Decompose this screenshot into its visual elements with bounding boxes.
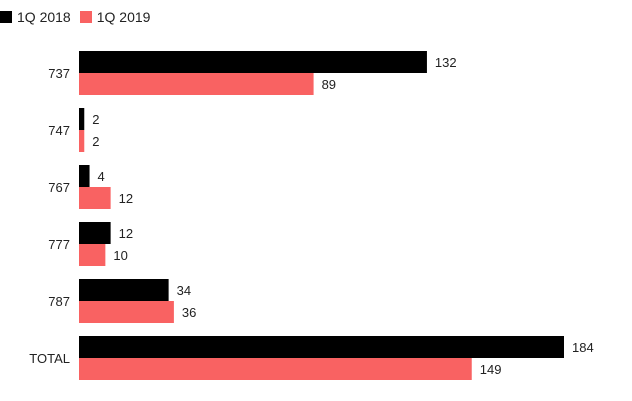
bar-total-1q-2019	[79, 358, 472, 380]
category-label-767: 767	[48, 180, 70, 195]
bar-747-1q-2019	[79, 130, 85, 152]
data-label-737-1q-2018: 132	[435, 55, 457, 70]
bar-767-1q-2019	[79, 187, 111, 209]
data-label-787-1q-2018: 34	[177, 283, 191, 298]
category-label-747: 747	[48, 123, 70, 138]
chart-legend: 1Q 2018 1Q 2019	[0, 8, 159, 26]
data-label-787-1q-2019: 36	[182, 305, 196, 320]
data-label-747-1q-2019: 2	[92, 134, 99, 149]
legend-label-1q-2018: 1Q 2018	[17, 9, 71, 25]
data-label-total-1q-2018: 184	[572, 340, 594, 355]
legend-item-1q-2019: 1Q 2019	[79, 9, 160, 25]
bar-787-1q-2019	[79, 301, 174, 323]
legend-swatch-1q-2018	[0, 11, 12, 23]
data-label-777-1q-2018: 12	[119, 226, 133, 241]
legend-swatch-1q-2019	[79, 11, 92, 23]
legend-label-1q-2019: 1Q 2019	[96, 9, 151, 25]
bar-737-1q-2018	[79, 51, 427, 73]
bar-777-1q-2019	[79, 244, 106, 266]
bar-777-1q-2018	[79, 222, 111, 244]
data-label-777-1q-2019: 10	[113, 248, 127, 263]
category-label-737: 737	[48, 66, 70, 81]
data-label-737-1q-2019: 89	[322, 77, 336, 92]
bar-787-1q-2018	[79, 279, 169, 301]
data-label-767-1q-2018: 4	[98, 169, 105, 184]
bar-737-1q-2019	[79, 73, 314, 95]
bar-total-1q-2018	[79, 336, 564, 358]
bar-767-1q-2018	[79, 165, 90, 187]
legend-item-1q-2018: 1Q 2018	[0, 9, 80, 25]
category-label-777: 777	[48, 237, 70, 252]
data-label-747-1q-2018: 2	[92, 112, 99, 127]
category-label-total: TOTAL	[29, 351, 70, 366]
bar-747-1q-2018	[79, 108, 85, 130]
category-label-787: 787	[48, 294, 70, 309]
data-label-total-1q-2019: 149	[480, 362, 502, 377]
data-label-767-1q-2019: 12	[119, 191, 133, 206]
